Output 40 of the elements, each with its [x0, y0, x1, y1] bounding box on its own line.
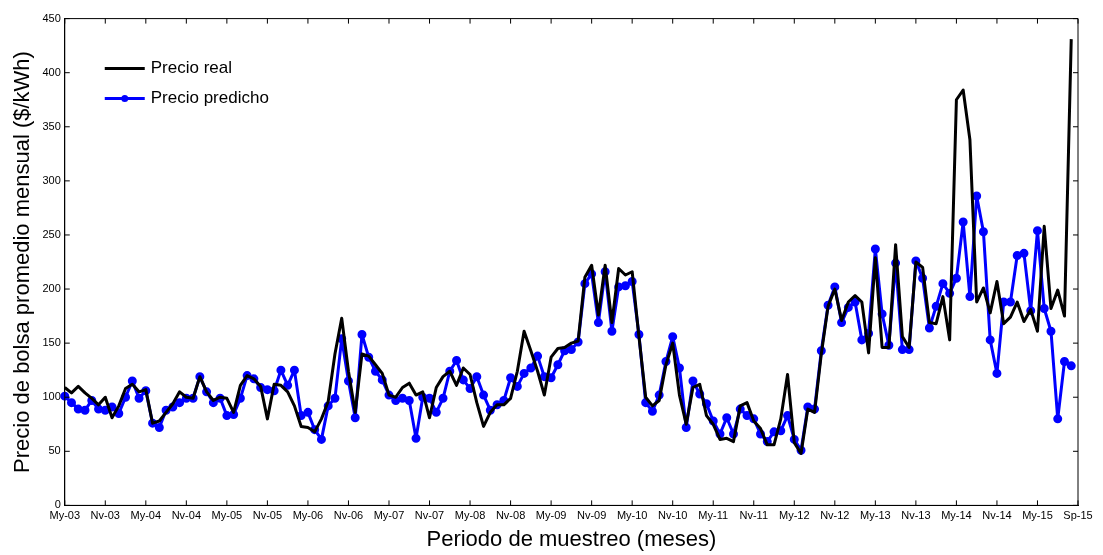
x-tick-label: My-09 — [535, 509, 567, 522]
x-tick-label: My-11 — [698, 509, 729, 522]
x-tick-label: My-13 — [860, 509, 891, 522]
y-tick-label: 50 — [48, 444, 61, 457]
x-tick-label: Nv-09 — [576, 509, 607, 522]
x-tick-label: Sp-15 — [1063, 509, 1093, 522]
x-tick-label: My-12 — [779, 509, 810, 522]
y-tick-label: 0 — [54, 498, 61, 511]
y-tick-label: 250 — [42, 227, 61, 240]
x-tick-label: Nv-08 — [495, 509, 526, 522]
x-tick-label: My-03 — [49, 509, 81, 522]
x-tick-label: Nv-10 — [658, 509, 688, 522]
x-tick-label: My-14 — [941, 509, 972, 522]
x-tick-label: My-15 — [1022, 509, 1053, 522]
x-tick-label: My-06 — [292, 509, 324, 522]
x-axis-title: Periodo de muestreo (meses) — [426, 525, 717, 551]
y-tick-label: 450 — [42, 11, 61, 24]
y-tick-label: 400 — [42, 65, 61, 78]
y-tick-label: 200 — [42, 282, 61, 295]
x-tick-label: Nv-03 — [90, 509, 120, 522]
x-tick-label: My-10 — [616, 509, 648, 522]
y-tick-label: 150 — [42, 336, 61, 349]
x-tick-label: Nv-14 — [982, 509, 1012, 522]
x-tick-label: Nv-05 — [252, 509, 283, 522]
x-tick-label: My-05 — [211, 509, 243, 522]
legend-label: Precio predicho — [150, 88, 269, 108]
x-tick-label: Nv-13 — [901, 509, 931, 522]
y-tick-label: 350 — [42, 119, 61, 132]
x-tick-label: Nv-06 — [333, 509, 364, 522]
x-tick-label: My-04 — [130, 509, 162, 522]
x-tick-label: My-07 — [373, 509, 405, 522]
y-tick-label: 100 — [42, 390, 61, 403]
x-tick-label: My-08 — [454, 509, 486, 522]
y-tick-label: 300 — [42, 173, 61, 186]
x-tick-label: Nv-11 — [739, 509, 769, 522]
x-tick-label: Nv-12 — [820, 509, 850, 522]
x-tick-label: Nv-04 — [171, 509, 202, 522]
legend-label: Precio real — [150, 58, 233, 78]
y-axis-title: Precio de bolsa promedio mensual ($/kWh) — [9, 51, 35, 473]
x-tick-label: Nv-07 — [414, 509, 445, 522]
